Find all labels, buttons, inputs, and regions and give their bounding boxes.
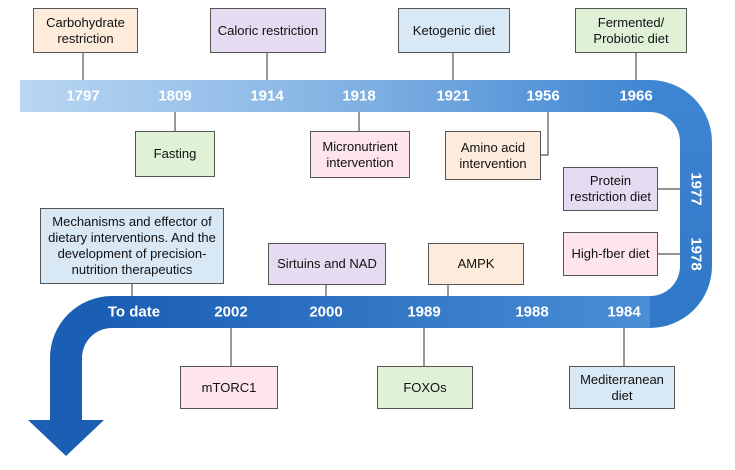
milestone-box-fasting: Fasting (135, 131, 215, 177)
milestone-box-carbohydrate: Carbohydrate restriction (33, 8, 138, 53)
milestone-box-mechanisms: Mechanisms and effector of dietary inter… (40, 208, 224, 284)
milestone-box-amino-acid: Amino acid intervention (445, 131, 541, 180)
year-label-caloric: 1914 (250, 87, 284, 105)
band-curve-left (50, 296, 112, 420)
year-label-fasting: 1809 (158, 87, 192, 105)
milestone-box-foxos: FOXOs (377, 366, 473, 409)
milestone-box-mediterranean: Mediterranean diet (569, 366, 675, 409)
arrow-head (28, 420, 104, 456)
milestone-box-micronutrient: Micronutrient intervention (310, 131, 410, 178)
band-top (20, 80, 650, 112)
milestone-box-ketogenic: Ketogenic diet (398, 8, 510, 53)
band-bottom (112, 296, 650, 328)
year-label-protein: 1977 (687, 172, 705, 206)
year-label-mechanisms: To date (107, 303, 161, 321)
year-label-foxos: 1989 (407, 303, 441, 321)
milestone-box-sirtuins: Sirtuins and NAD (268, 243, 386, 285)
year-label-amino-acid: 1956 (526, 87, 560, 105)
year-label-ketogenic: 1921 (436, 87, 470, 105)
year-label-high-fiber: 1978 (687, 237, 705, 271)
band-curve-right (650, 80, 712, 328)
year-label-mtorc1: 2002 (214, 303, 248, 321)
year-label-mediterranean: 1984 (607, 303, 641, 321)
milestone-box-mtorc1: mTORC1 (180, 366, 278, 409)
connector-amino-acid (541, 112, 549, 156)
milestone-box-protein: Protein restriction diet (563, 167, 658, 211)
milestone-box-high-fiber: High-fber diet (563, 232, 658, 276)
year-label-fermented: 1966 (619, 87, 653, 105)
milestone-box-caloric: Caloric restriction (210, 8, 326, 53)
milestone-box-ampk: AMPK (428, 243, 524, 285)
year-label-micronutrient: 1918 (342, 87, 376, 105)
year-label-sirtuins: 2000 (309, 303, 343, 321)
year-label-carbohydrate: 1797 (66, 87, 100, 105)
year-label-ampk: 1988 (515, 303, 549, 321)
milestone-box-fermented: Fermented/ Probiotic diet (575, 8, 687, 53)
